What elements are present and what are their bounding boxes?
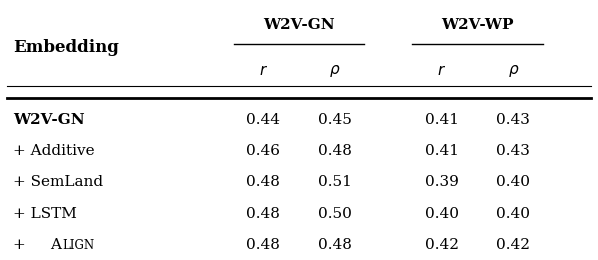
- Text: W2V-GN: W2V-GN: [13, 113, 85, 127]
- Text: $r$: $r$: [437, 64, 446, 78]
- Text: $\rho$: $\rho$: [329, 63, 340, 79]
- Text: 0.48: 0.48: [318, 144, 352, 158]
- Text: + Additive: + Additive: [13, 144, 95, 158]
- Text: A: A: [50, 238, 61, 252]
- Text: 0.48: 0.48: [246, 207, 280, 221]
- Text: 0.45: 0.45: [318, 113, 352, 127]
- Text: $\rho$: $\rho$: [508, 63, 519, 79]
- Text: 0.42: 0.42: [425, 238, 459, 252]
- Text: 0.40: 0.40: [425, 207, 459, 221]
- Text: 0.40: 0.40: [496, 207, 530, 221]
- Text: 0.43: 0.43: [496, 113, 530, 127]
- Text: 0.43: 0.43: [496, 144, 530, 158]
- Text: 0.39: 0.39: [425, 176, 459, 190]
- Text: 0.46: 0.46: [246, 144, 280, 158]
- Text: W2V-GN: W2V-GN: [263, 17, 335, 31]
- Text: +: +: [13, 238, 31, 252]
- Text: 0.44: 0.44: [246, 113, 280, 127]
- Text: 0.50: 0.50: [318, 207, 352, 221]
- Text: 0.48: 0.48: [318, 238, 352, 252]
- Text: 0.48: 0.48: [246, 238, 280, 252]
- Text: 0.41: 0.41: [425, 113, 459, 127]
- Text: 0.51: 0.51: [318, 176, 352, 190]
- Text: 0.41: 0.41: [425, 144, 459, 158]
- Text: LIGN: LIGN: [62, 239, 94, 252]
- Text: 0.42: 0.42: [496, 238, 530, 252]
- Text: 0.40: 0.40: [496, 176, 530, 190]
- Text: $r$: $r$: [259, 64, 268, 78]
- Text: 0.48: 0.48: [246, 176, 280, 190]
- Text: Embedding: Embedding: [13, 39, 119, 56]
- Text: + SemLand: + SemLand: [13, 176, 103, 190]
- Text: + LSTM: + LSTM: [13, 207, 77, 221]
- Text: W2V-WP: W2V-WP: [441, 17, 514, 31]
